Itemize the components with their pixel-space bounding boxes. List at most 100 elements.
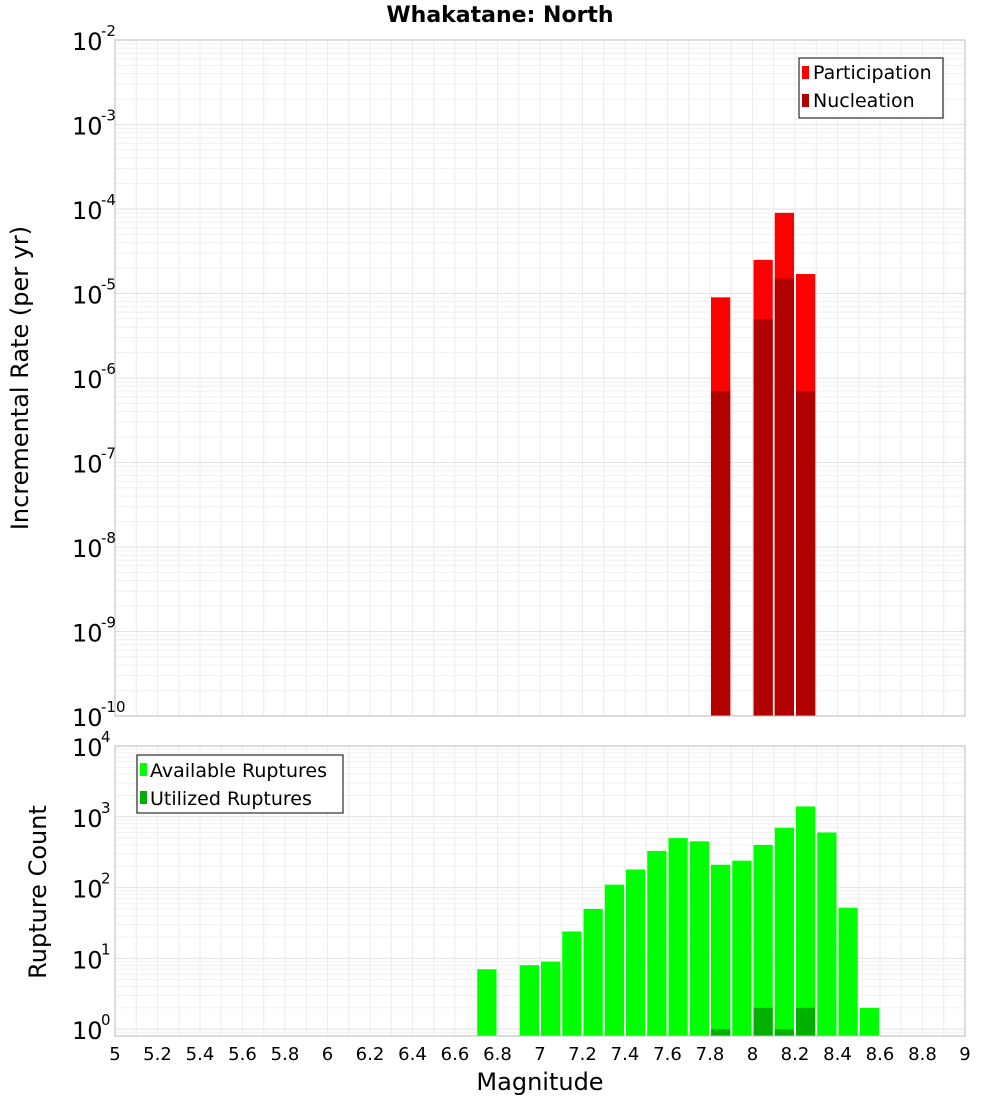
rate-y-tick-label: 10-6	[72, 360, 116, 394]
rate-y-tick-base: 10	[72, 113, 103, 141]
magnitude-tick-label: 6.8	[483, 1044, 512, 1065]
count-bar-utilized-ruptures	[753, 1007, 773, 1036]
count-bar-available-ruptures	[583, 908, 603, 1036]
rate-bar-nucleation	[774, 278, 794, 716]
magnitude-tick-label: 7.2	[568, 1044, 597, 1065]
count-y-tick-exponent: 2	[101, 870, 111, 888]
rate-y-tick-label: 10-10	[72, 698, 126, 732]
rate-y-tick-base: 10	[72, 451, 103, 479]
count-bar-utilized-ruptures	[711, 1029, 731, 1036]
count-y-tick-exponent: 3	[101, 799, 111, 817]
rate-y-tick-exponent: -4	[101, 191, 116, 209]
count-bars	[477, 806, 879, 1036]
magnitude-tick-label: 8.8	[908, 1044, 937, 1065]
count-y-tick-base: 10	[72, 1017, 103, 1045]
rate-y-tick-base: 10	[72, 366, 103, 394]
rate-y-tick-base: 10	[72, 282, 103, 310]
count-bar-available-ruptures	[562, 931, 582, 1036]
chart-title: Whakatane: North	[386, 3, 613, 28]
rate-y-tick-exponent: -8	[101, 529, 116, 547]
count-bar-available-ruptures	[732, 860, 752, 1036]
magnitude-tick-label: 8.6	[866, 1044, 895, 1065]
count-y-tick-label: 100	[72, 1011, 111, 1045]
count-y-tick-base: 10	[72, 876, 103, 904]
rate-y-tick-base: 10	[72, 28, 103, 56]
magnitude-tick-label: 6.2	[356, 1044, 385, 1065]
count-plot-border	[114, 745, 966, 1037]
rate-y-tick-label: 10-9	[72, 614, 116, 648]
count-legend: Available Ruptures Utilized Ruptures	[136, 754, 344, 814]
rate-y-tick-base: 10	[72, 535, 103, 563]
magnitude-tick-label: 5	[109, 1044, 120, 1065]
count-bar-available-ruptures	[796, 806, 816, 1036]
magnitude-axis-title: Magnitude	[476, 1068, 603, 1096]
count-bar-available-ruptures	[838, 907, 858, 1036]
count-y-tick-base: 10	[72, 734, 103, 762]
count-y-tick-base: 10	[72, 946, 103, 974]
count-bar-available-ruptures	[711, 864, 731, 1036]
magnitude-tick-label: 6.4	[398, 1044, 427, 1065]
rate-y-tick-exponent: -10	[101, 698, 126, 716]
utilized-legend-label: Utilized Ruptures	[150, 788, 312, 810]
rate-y-tick-exponent: -7	[101, 445, 116, 463]
count-y-tick-label: 102	[72, 870, 111, 904]
count-y-tick-exponent: 0	[101, 1011, 111, 1029]
magnitude-tick-label: 6	[322, 1044, 333, 1065]
rate-bars	[711, 212, 816, 716]
count-y-tick-exponent: 4	[101, 728, 111, 746]
count-bar-available-ruptures	[647, 850, 667, 1036]
rate-bar-nucleation	[753, 318, 773, 716]
available-legend-label: Available Ruptures	[150, 760, 327, 782]
count-y-tick-label: 101	[72, 940, 111, 974]
rate-y-tick-label: 10-4	[72, 191, 116, 225]
rate-y-tick-exponent: -9	[101, 614, 116, 632]
count-bar-available-ruptures	[604, 884, 624, 1036]
nucleation-legend-label: Nucleation	[813, 90, 915, 112]
rate-y-tick-label: 10-2	[72, 22, 116, 56]
rate-y-tick-exponent: -2	[101, 22, 116, 40]
available-legend-swatch	[140, 763, 147, 776]
count-bar-available-ruptures	[519, 965, 539, 1036]
count-y-tick-label: 104	[72, 728, 111, 762]
rate-y-tick-exponent: -5	[101, 276, 116, 294]
magnitude-tick-label: 8.4	[823, 1044, 852, 1065]
rate-y-tick-base: 10	[72, 704, 103, 732]
count-y-tick-base: 10	[72, 805, 103, 833]
count-y-axis-title: Rupture Count	[24, 805, 52, 979]
rate-y-tick-label: 10-5	[72, 276, 116, 310]
rate-plot-border	[114, 39, 966, 717]
count-bar-available-ruptures	[817, 832, 837, 1036]
rate-y-tick-base: 10	[72, 197, 103, 225]
count-bar-utilized-ruptures	[796, 1007, 816, 1036]
count-bar-available-ruptures	[626, 869, 646, 1036]
magnitude-tick-label: 5.4	[186, 1044, 215, 1065]
count-legend-box	[136, 754, 344, 814]
count-bar-available-ruptures	[859, 1007, 879, 1036]
magnitude-tick-label: 8	[747, 1044, 758, 1065]
rate-y-tick-exponent: -3	[101, 107, 116, 125]
magnitude-tick-labels: 5 5.2 5.4 5.6 5.8 6 6.2 6.4 6.6 6.8 7 7.2 7.4 7.6 7.8 8…	[109, 1044, 970, 1065]
magnitude-tick-label: 7.6	[653, 1044, 682, 1065]
count-bar-available-ruptures	[774, 827, 794, 1036]
count-bar-available-ruptures	[753, 844, 773, 1036]
rate-bar-nucleation	[711, 391, 731, 716]
rate-y-tick-label: 10-3	[72, 107, 116, 141]
count-bar-available-ruptures	[668, 838, 688, 1036]
participation-legend-label: Participation	[813, 62, 932, 84]
rate-y-axis-title: Incremental Rate (per yr)	[6, 226, 34, 530]
magnitude-tick-label: 7	[534, 1044, 545, 1065]
participation-legend-swatch	[802, 66, 809, 79]
utilized-legend-swatch	[140, 791, 147, 804]
rate-bar-nucleation	[796, 391, 816, 716]
magnitude-tick-label: 6.6	[441, 1044, 470, 1065]
magnitude-tick-label: 8.2	[781, 1044, 810, 1065]
rate-y-tick-label: 10-8	[72, 529, 116, 563]
magnitude-tick-label: 9	[959, 1044, 970, 1065]
count-y-tick-label: 103	[72, 799, 111, 833]
magnitude-tick-label: 7.4	[611, 1044, 640, 1065]
